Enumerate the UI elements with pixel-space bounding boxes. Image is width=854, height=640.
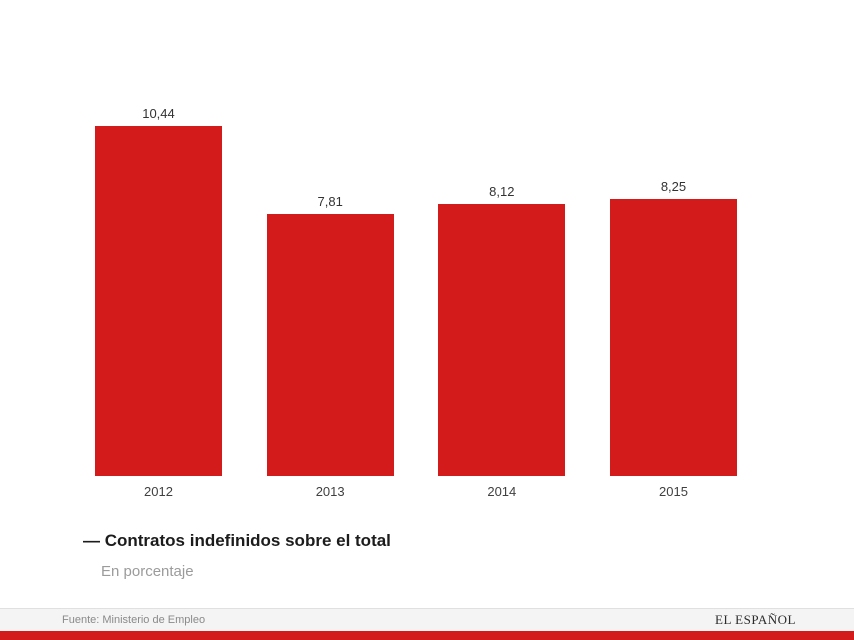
bar-group: 8,12 [438,0,566,476]
bar-group: 8,25 [609,0,737,476]
bar-value-label: 8,12 [489,184,515,199]
chart-subtitle: En porcentaje [101,563,194,580]
bar [266,214,394,476]
x-tick-label: 2015 [659,484,688,499]
x-axis-labels: 2012 2013 2014 2015 [95,484,737,499]
bar-value-label: 10,44 [142,106,175,121]
source-label: Fuente: Ministerio de Empleo [62,614,206,626]
bar-value-label: 7,81 [317,194,343,209]
bar [609,199,737,476]
brand-logo: EL ESPAÑOL [715,612,796,627]
x-tick-label: 2013 [315,484,345,499]
bar-group: 7,81 [266,0,394,476]
bar [438,204,566,476]
footer-bar: Fuente: Ministerio de Empleo EL ESPAÑOL [0,608,854,631]
chart-title: — Contratos indefinidos sobre el total [83,531,391,550]
bar [95,126,222,476]
x-tick-label: 2012 [144,484,173,499]
bottom-red-strip [0,631,854,640]
bar-group: 10,44 [95,0,222,476]
x-tick-label: 2014 [487,484,517,499]
bar-chart-plot: 10,44 7,81 8,12 8,25 [95,0,737,476]
bar-value-label: 8,25 [660,179,687,194]
